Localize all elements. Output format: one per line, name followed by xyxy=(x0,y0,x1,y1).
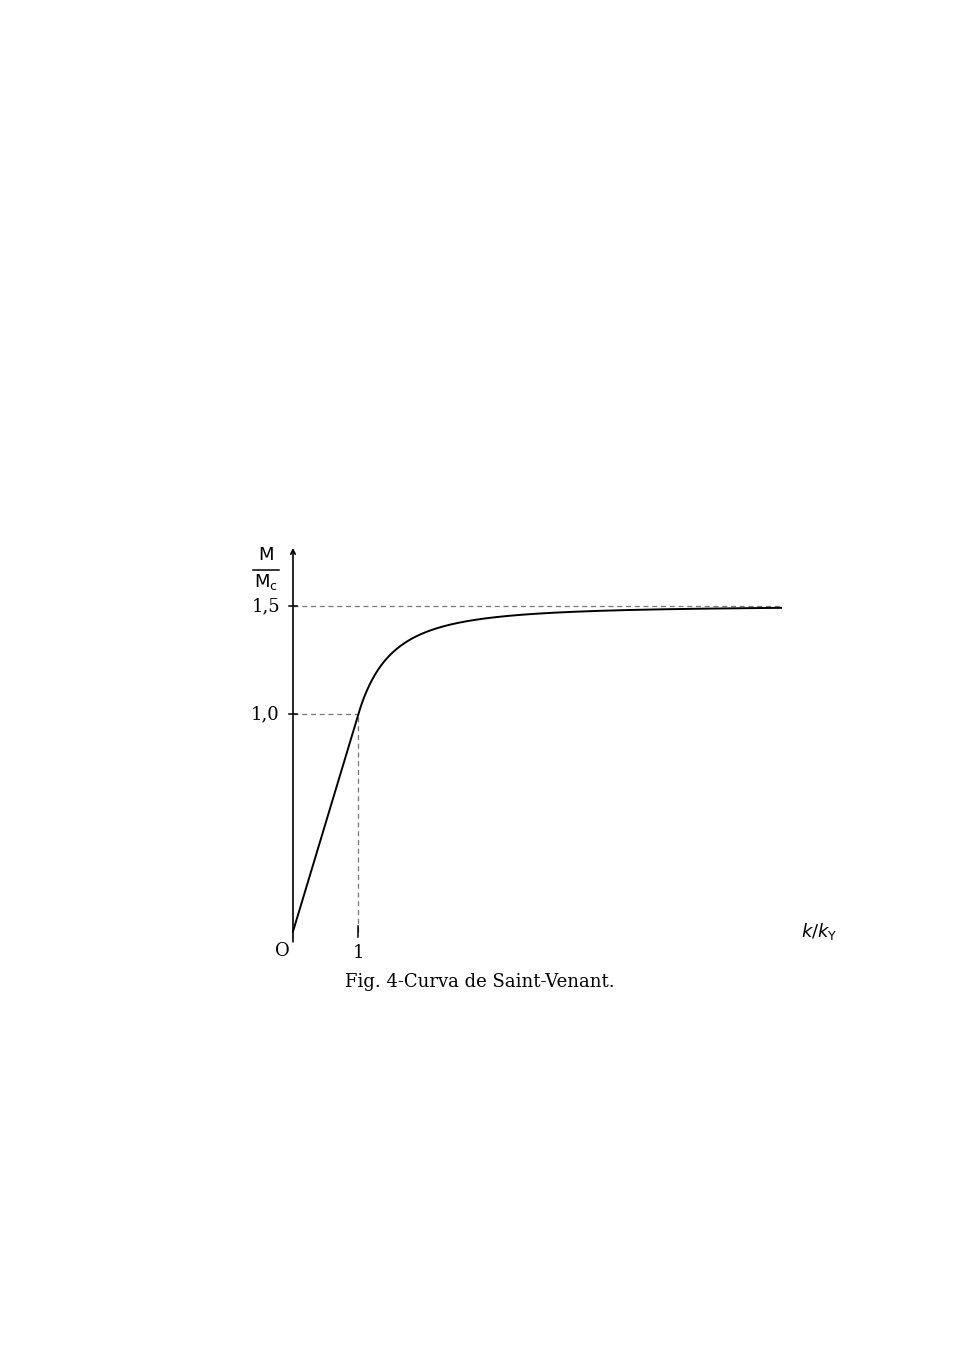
Text: O: O xyxy=(275,942,289,961)
Text: 1,0: 1,0 xyxy=(252,705,280,723)
Text: Fig. 4-Curva de Saint-Venant.: Fig. 4-Curva de Saint-Venant. xyxy=(346,973,614,991)
Text: $\mathrm{M}$: $\mathrm{M}$ xyxy=(257,545,274,564)
Text: 1,5: 1,5 xyxy=(252,596,280,615)
Text: $\mathrm{M}_\mathrm{c}$: $\mathrm{M}_\mathrm{c}$ xyxy=(253,572,277,592)
Text: $k/k_\mathrm{Y}$: $k/k_\mathrm{Y}$ xyxy=(801,921,837,942)
Text: 1: 1 xyxy=(352,944,364,961)
